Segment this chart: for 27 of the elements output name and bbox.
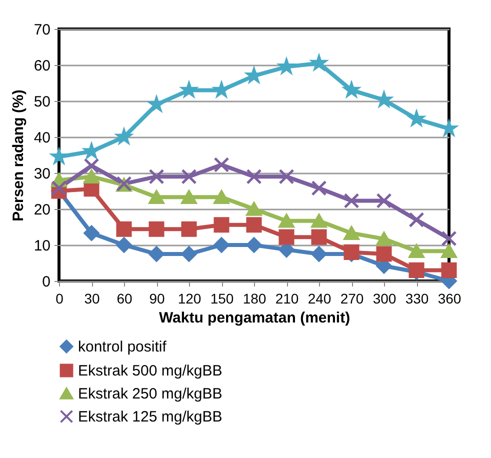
legend-label: kontrol positif [78,338,168,356]
x-tick-label: 120 [178,290,202,306]
legend-label: Ekstrak 500 mg/kgBB [78,362,222,380]
y-tick-label: 0 [42,274,50,290]
y-tick-label: 60 [34,58,50,74]
y-tick-label: 10 [34,238,50,254]
x-tick-label: 180 [242,290,266,306]
legend-label: Ekstrak 250 mg/kgBB [78,386,222,402]
y-axis-title: Persen radang (%) [10,90,27,222]
x-tick-label: 300 [372,290,396,306]
x-tick-label: 240 [308,290,332,306]
x-tick-label: 0 [56,290,64,306]
x-tick-label: 60 [116,290,132,306]
x-tick-label: 270 [340,290,364,306]
legend-label: Ekstrak 125 mg/kgBB [78,408,222,426]
x-tick-label: 210 [275,290,299,306]
y-tick-label: 30 [34,166,50,182]
y-tick-label: 40 [34,130,50,146]
x-tick-label: 150 [210,290,234,306]
x-tick-label: 90 [149,290,165,306]
x-tick-label: 360 [438,290,462,306]
x-tick-label: 30 [84,290,100,306]
x-tick-label: 330 [405,290,429,306]
y-tick-label: 50 [34,94,50,110]
y-tick-label: 70 [34,22,50,38]
x-axis-title: Waktu pengamatan (menit) [158,310,350,326]
y-tick-label: 20 [34,202,50,218]
